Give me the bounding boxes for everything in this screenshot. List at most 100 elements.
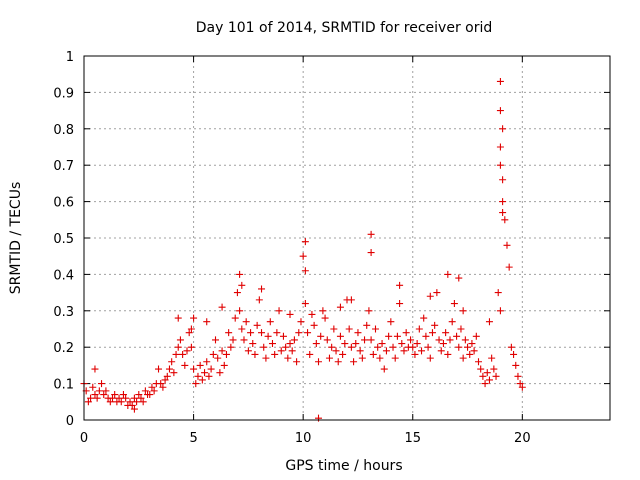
data-point xyxy=(176,336,184,344)
data-point xyxy=(420,314,428,322)
data-point xyxy=(229,336,237,344)
data-point xyxy=(238,325,246,333)
data-point xyxy=(201,369,209,377)
data-point xyxy=(277,347,285,355)
data-point xyxy=(450,300,458,308)
data-point xyxy=(501,216,509,224)
data-point xyxy=(350,358,358,366)
data-point xyxy=(391,354,399,362)
data-point xyxy=(222,350,230,358)
data-point xyxy=(310,321,318,329)
data-point xyxy=(433,289,441,297)
data-point xyxy=(233,289,241,297)
data-point xyxy=(345,325,353,333)
data-point xyxy=(442,329,450,337)
data-point xyxy=(236,270,244,278)
data-point xyxy=(117,398,125,406)
tick-labels: 00.10.20.30.40.50.60.70.80.910 5 10 15 20 xyxy=(53,50,530,446)
data-point xyxy=(249,340,257,348)
data-point xyxy=(133,398,141,406)
data-point xyxy=(137,394,145,402)
data-point xyxy=(409,343,417,351)
x-tick-label: 20 xyxy=(514,431,531,446)
data-point xyxy=(514,372,522,380)
data-point xyxy=(488,354,496,362)
data-point xyxy=(130,405,138,413)
data-point xyxy=(264,332,272,340)
data-point xyxy=(492,372,500,380)
data-point xyxy=(299,252,307,260)
data-point xyxy=(475,358,482,366)
data-point xyxy=(192,380,200,388)
data-point xyxy=(279,332,287,340)
data-point xyxy=(225,329,233,337)
data-point xyxy=(106,398,114,406)
data-point xyxy=(89,383,97,391)
data-point xyxy=(485,318,493,326)
data-point xyxy=(168,358,176,366)
data-point xyxy=(444,270,452,278)
data-point xyxy=(100,391,108,399)
data-point xyxy=(194,372,202,380)
data-point xyxy=(518,383,526,391)
data-point xyxy=(286,340,294,348)
data-point xyxy=(220,361,228,369)
data-point xyxy=(181,361,189,369)
data-point xyxy=(378,340,386,348)
y-axis-title: SRMTID / TECUs xyxy=(8,182,24,295)
data-point xyxy=(380,365,388,373)
data-point xyxy=(363,321,371,329)
data-point xyxy=(238,281,246,289)
data-point xyxy=(119,391,127,399)
data-point xyxy=(483,369,491,377)
y-tick-label: 1 xyxy=(66,50,74,65)
data-point xyxy=(146,391,154,399)
data-point xyxy=(293,358,301,366)
data-point xyxy=(242,318,250,326)
data-point xyxy=(315,358,323,366)
data-point xyxy=(512,361,520,369)
data-point xyxy=(358,354,366,362)
data-point xyxy=(367,336,375,344)
data-point xyxy=(455,274,463,282)
data-point xyxy=(413,340,421,348)
data-point xyxy=(496,161,504,169)
data-point xyxy=(382,347,390,355)
data-point xyxy=(203,358,211,366)
data-point xyxy=(437,347,445,355)
data-point xyxy=(258,329,266,337)
data-point xyxy=(422,332,430,340)
data-point xyxy=(301,267,309,275)
data-point xyxy=(218,347,226,355)
data-point xyxy=(448,318,456,326)
data-point xyxy=(185,329,193,337)
data-point xyxy=(376,354,384,362)
data-point xyxy=(98,380,106,388)
data-point xyxy=(496,143,504,151)
data-point xyxy=(84,398,92,406)
y-tick-label: 0.9 xyxy=(53,86,74,101)
y-tick-label: 0 xyxy=(66,414,74,429)
data-point xyxy=(396,281,404,289)
data-point xyxy=(286,310,294,318)
data-point xyxy=(247,329,255,337)
data-point xyxy=(426,292,434,300)
data-point xyxy=(407,336,415,344)
data-point xyxy=(253,321,261,329)
data-point xyxy=(499,209,507,217)
data-point xyxy=(273,329,281,337)
data-point xyxy=(308,310,316,318)
data-point xyxy=(507,343,515,351)
data-point xyxy=(155,365,163,373)
data-point xyxy=(402,329,410,337)
data-point xyxy=(315,414,323,422)
data-point xyxy=(411,350,419,358)
data-point xyxy=(306,350,314,358)
data-point xyxy=(174,314,182,322)
data-point xyxy=(251,350,259,358)
data-point xyxy=(172,350,180,358)
data-point xyxy=(499,198,507,206)
data-point xyxy=(499,125,507,133)
data-point xyxy=(516,380,524,388)
